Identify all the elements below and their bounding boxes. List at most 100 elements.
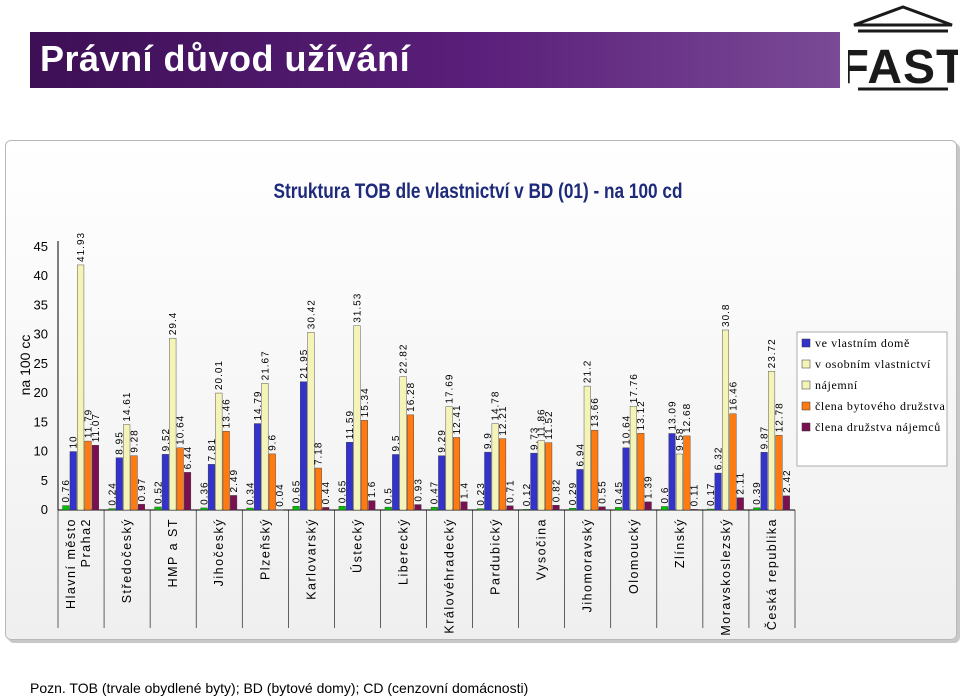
data-label: 9.6 (268, 434, 279, 451)
data-label: 17.69 (445, 374, 456, 404)
data-label: 1.39 (644, 475, 655, 498)
data-label: 6.44 (183, 446, 194, 469)
bar (414, 504, 422, 511)
legend-swatch (801, 338, 811, 348)
bar (261, 383, 269, 511)
data-label: 14.79 (253, 391, 264, 421)
x-tick-label: Liberecký (396, 518, 410, 585)
bar (392, 454, 400, 511)
bar (491, 423, 499, 511)
data-label: 0.97 (137, 478, 148, 501)
bar (690, 509, 698, 511)
bar (668, 433, 676, 511)
bar (161, 454, 169, 511)
data-label: 0.52 (153, 480, 164, 503)
data-label: 0.04 (275, 483, 286, 506)
bar (569, 508, 577, 511)
bar (430, 507, 438, 511)
chart-title: Struktura TOB dle vlastnictví v BD (01) … (274, 181, 683, 204)
data-label: 0.71 (505, 479, 516, 502)
legend-swatch (801, 359, 811, 369)
bar (598, 506, 606, 511)
data-label: 12.41 (452, 404, 463, 434)
bar (62, 505, 70, 511)
data-label: 21.2 (583, 360, 594, 383)
bar (322, 507, 330, 511)
bar (591, 429, 599, 511)
data-label: 11.79 (83, 409, 94, 438)
y-tick-label: 20 (34, 385, 48, 400)
data-label: 0.34 (245, 482, 256, 505)
bar (276, 509, 284, 511)
bar (753, 507, 761, 511)
data-label: 0.17 (706, 483, 717, 506)
bar (545, 442, 553, 511)
data-label: 13.12 (636, 400, 647, 430)
bar (530, 452, 538, 511)
bar (453, 437, 461, 511)
bar (130, 455, 138, 511)
data-label: 9.28 (129, 429, 140, 452)
bar (360, 420, 368, 511)
x-tick-label: Jihočeský (212, 518, 226, 586)
bar (69, 451, 77, 511)
data-label: 0.12 (522, 483, 533, 506)
bar (91, 445, 99, 511)
data-label: 16.28 (406, 382, 417, 412)
bar (522, 509, 530, 511)
y-tick-label: 45 (34, 239, 48, 254)
data-label: 9.29 (437, 429, 448, 452)
bar (230, 495, 238, 511)
data-label: 0.36 (199, 481, 210, 504)
data-label: 0.65 (338, 480, 349, 503)
bar (445, 406, 453, 511)
data-label: 16.46 (728, 381, 739, 411)
data-label: 23.72 (767, 338, 778, 368)
x-tick-label: Praha2 (79, 518, 93, 567)
data-label: 6.32 (714, 447, 725, 470)
bar (736, 497, 744, 511)
y-tick-label: 10 (34, 444, 48, 459)
bar (246, 507, 254, 511)
data-label: 9.73 (529, 427, 540, 450)
bar (108, 508, 116, 511)
bar (406, 414, 414, 511)
x-tick-label: Moravskoslezský (719, 518, 733, 636)
data-label: 0.47 (430, 481, 441, 504)
data-label: 21.95 (299, 349, 310, 379)
x-tick-label: Hlavní město (64, 518, 78, 609)
bar (782, 495, 790, 511)
bar (583, 385, 591, 511)
data-label: 2.49 (229, 469, 240, 492)
bar (661, 506, 669, 511)
data-label: 0.65 (292, 480, 303, 503)
bar (760, 452, 768, 511)
bar (683, 435, 691, 511)
data-label: 2.42 (782, 469, 793, 492)
bar (576, 469, 584, 511)
data-label: 0.45 (614, 481, 625, 504)
data-label: 0.93 (413, 478, 424, 501)
data-label: 1.4 (459, 482, 470, 499)
data-label: 1.6 (367, 481, 378, 498)
x-tick-label: Vysočina (535, 518, 549, 580)
data-label: 30.42 (306, 299, 317, 329)
bar (176, 447, 184, 511)
data-label: 0.29 (568, 482, 579, 505)
y-tick-label: 15 (34, 414, 48, 429)
legend-swatch (801, 380, 811, 390)
bar (722, 329, 730, 511)
bar (775, 435, 783, 511)
data-label: 9.52 (161, 428, 172, 451)
data-label: 12.68 (682, 403, 693, 433)
bar (115, 457, 123, 511)
data-label: 30.8 (721, 304, 732, 327)
bar (499, 438, 507, 511)
data-label: 14.78 (491, 391, 502, 421)
x-tick-label: Jihomoravský (581, 518, 595, 612)
data-label: 13.66 (590, 397, 601, 427)
bar (552, 505, 560, 511)
bar (506, 505, 514, 511)
bar (184, 472, 192, 511)
